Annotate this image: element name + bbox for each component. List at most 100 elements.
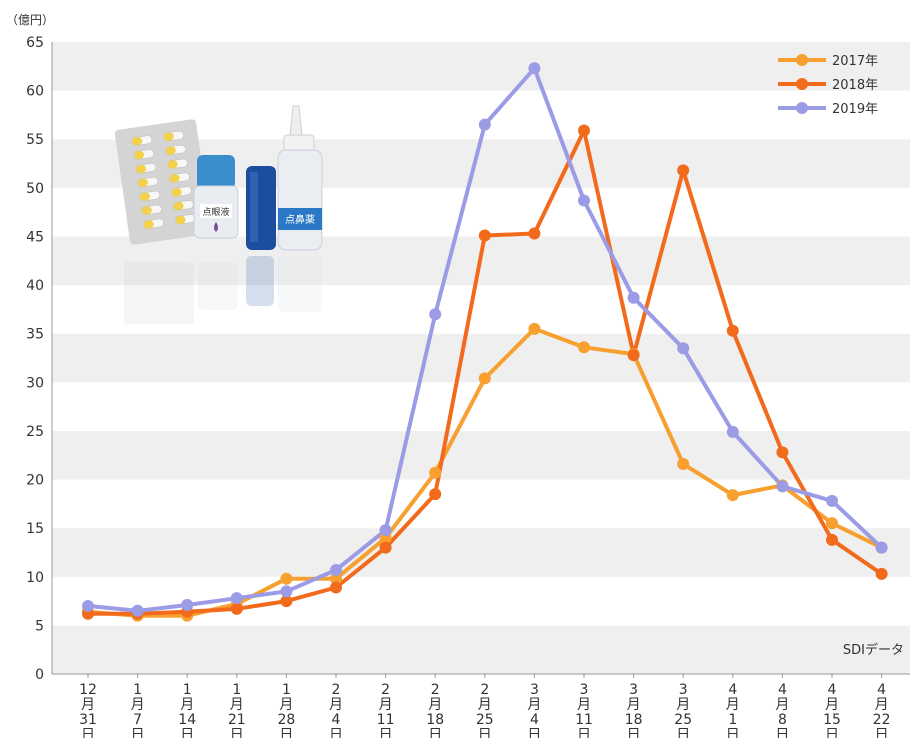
pill-blister-pack-icon bbox=[114, 119, 212, 245]
x-tick-text: 4 bbox=[828, 682, 837, 698]
pill bbox=[141, 204, 162, 215]
x-tick-text: 1 bbox=[282, 682, 291, 698]
data-point bbox=[82, 599, 94, 612]
x-tick-text: 21 bbox=[228, 712, 246, 728]
x-tick-text: 日 bbox=[775, 727, 789, 738]
x-tick-text: 日 bbox=[230, 727, 244, 738]
x-tick-text: 3 bbox=[629, 682, 638, 698]
data-point bbox=[528, 62, 541, 75]
inhaler-icon bbox=[246, 166, 276, 250]
reflection-blister bbox=[124, 262, 194, 324]
data-point bbox=[826, 517, 838, 530]
data-point bbox=[726, 425, 739, 438]
x-tick-text: 11 bbox=[377, 712, 395, 728]
x-tick-text: 月 bbox=[527, 697, 541, 713]
x-tick-text: 15 bbox=[823, 712, 841, 728]
axes bbox=[51, 42, 910, 675]
data-point bbox=[578, 341, 590, 354]
x-tick-text: 日 bbox=[825, 727, 839, 738]
pill bbox=[169, 172, 190, 183]
data-point bbox=[181, 598, 194, 611]
y-tick-label: 5 bbox=[35, 618, 44, 634]
eye-drop-bottle-icon: 点眼液 bbox=[193, 155, 239, 239]
x-tick-text: 日 bbox=[379, 727, 393, 738]
x-tick-text: 22 bbox=[873, 712, 891, 728]
data-point bbox=[131, 604, 144, 617]
data-point bbox=[826, 533, 838, 546]
x-tick-text: 11 bbox=[575, 712, 593, 728]
x-tick-text: 25 bbox=[476, 712, 494, 728]
legend-item: 2019年 bbox=[778, 102, 878, 117]
x-tick-text: 月 bbox=[676, 697, 690, 713]
reflection-spray bbox=[278, 256, 322, 312]
grid-band bbox=[52, 42, 910, 91]
x-tick-text: 3 bbox=[580, 682, 589, 698]
x-tick-text: 1 bbox=[232, 682, 241, 698]
legend-swatch-dot bbox=[796, 54, 808, 66]
x-tick-text: 7 bbox=[133, 712, 142, 728]
grid-band bbox=[52, 382, 910, 431]
data-point bbox=[875, 567, 888, 580]
x-tick-text: 日 bbox=[329, 727, 343, 738]
x-tick-text: 日 bbox=[81, 727, 95, 738]
y-tick-label: 50 bbox=[26, 181, 44, 197]
x-tick-text: 月 bbox=[329, 697, 343, 713]
x-tick-text: 月 bbox=[726, 697, 740, 713]
x-tick-text: 2 bbox=[480, 682, 489, 698]
x-tick-text: 日 bbox=[627, 727, 641, 738]
legend-swatch-dot bbox=[796, 102, 808, 114]
x-tick-text: 日 bbox=[478, 727, 492, 738]
nasal-spray-icon: 点鼻薬 bbox=[277, 105, 323, 251]
x-tick-text: 1 bbox=[133, 682, 142, 698]
y-tick-label: 25 bbox=[26, 424, 44, 440]
x-tick-text: 日 bbox=[180, 727, 194, 738]
x-tick-text: 28 bbox=[277, 712, 295, 728]
x-tick-text: 1 bbox=[183, 682, 192, 698]
x-tick-text: 月 bbox=[577, 697, 591, 713]
x-tick-text: 2 bbox=[381, 682, 390, 698]
data-point bbox=[826, 494, 838, 507]
legend-label: 2019年 bbox=[832, 102, 878, 117]
x-tick-text: 18 bbox=[625, 712, 643, 728]
data-point bbox=[330, 563, 342, 576]
x-tick-text: 4 bbox=[877, 682, 886, 698]
data-point bbox=[280, 585, 293, 598]
y-tick-label: 40 bbox=[26, 278, 44, 294]
data-point bbox=[776, 480, 789, 493]
data-point bbox=[875, 541, 888, 554]
data-point bbox=[578, 194, 590, 207]
legend-label: 2017年 bbox=[832, 54, 878, 69]
pill bbox=[173, 200, 194, 211]
x-tick-text: 月 bbox=[279, 697, 293, 713]
y-tick-label: 0 bbox=[35, 667, 44, 683]
series-points bbox=[82, 62, 888, 622]
legend-item: 2018年 bbox=[778, 78, 878, 93]
x-tick-text: 月 bbox=[180, 697, 194, 713]
x-tick-text: 25 bbox=[674, 712, 692, 728]
x-tick-text: 18 bbox=[426, 712, 444, 728]
x-tick-text: 日 bbox=[131, 727, 145, 738]
x-tick-text: 日 bbox=[428, 727, 442, 738]
x-tick-text: 4 bbox=[728, 682, 737, 698]
x-tick-text: 月 bbox=[627, 697, 641, 713]
pill bbox=[143, 218, 164, 229]
pill bbox=[131, 135, 153, 146]
data-point bbox=[677, 164, 690, 177]
pill bbox=[137, 177, 159, 188]
pill bbox=[139, 190, 161, 202]
legend-swatch-dot bbox=[796, 78, 808, 90]
x-tick-text: 月 bbox=[230, 697, 244, 713]
unit-label: （億円） bbox=[6, 13, 54, 27]
x-tick-text: 4 bbox=[530, 712, 539, 728]
x-tick-text: 2 bbox=[431, 682, 440, 698]
